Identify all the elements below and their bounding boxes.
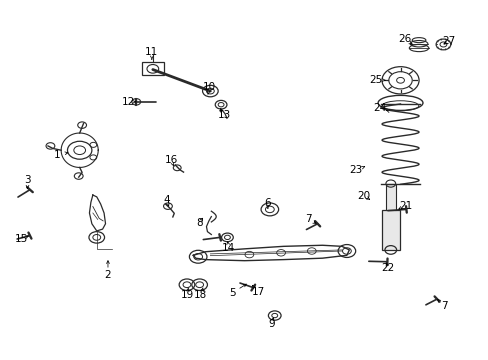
Text: 14: 14 [222,243,235,253]
Text: 7: 7 [305,215,311,224]
Text: 7: 7 [440,301,447,311]
Text: 10: 10 [203,82,216,92]
Text: 21: 21 [398,201,411,211]
Text: 23: 23 [348,165,362,175]
Text: 5: 5 [228,288,235,298]
Text: 3: 3 [24,175,31,185]
Text: 24: 24 [373,103,386,113]
Text: 17: 17 [251,287,264,297]
Text: 9: 9 [267,319,274,329]
Bar [142,62,163,75]
Text: 27: 27 [442,36,455,46]
Text: 18: 18 [194,291,207,301]
Text: 4: 4 [163,195,169,205]
Text: 12: 12 [122,97,135,107]
Text: 6: 6 [264,198,271,208]
Text: 8: 8 [196,218,203,228]
Text: 19: 19 [180,291,193,301]
Bar [385,184,395,211]
Bar [381,211,399,250]
Text: 1: 1 [53,150,60,160]
Text: 20: 20 [357,191,370,201]
Text: 26: 26 [397,35,410,44]
Text: 2: 2 [104,270,111,280]
Text: 22: 22 [381,263,394,273]
Text: 16: 16 [164,155,178,165]
Text: 15: 15 [15,234,28,244]
Text: 11: 11 [145,46,158,57]
Text: 13: 13 [217,111,230,121]
Text: 25: 25 [369,75,382,85]
